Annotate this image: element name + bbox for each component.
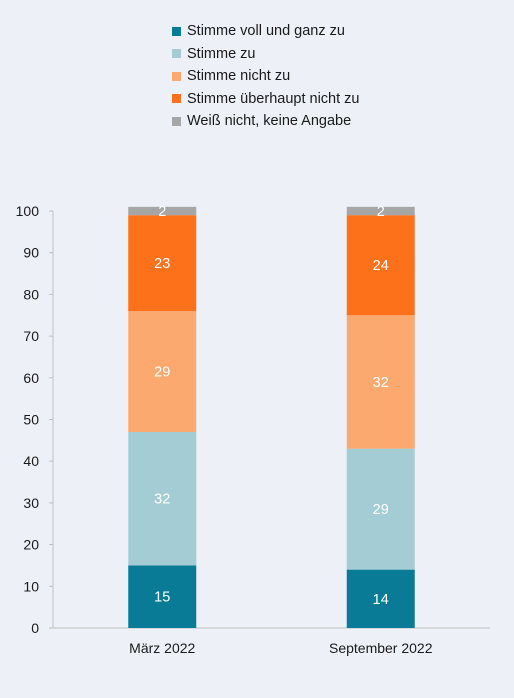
bar-value-label: 32 <box>373 375 389 391</box>
legend: Stimme voll und ganz zu Stimme zu Stimme… <box>172 20 359 133</box>
legend-swatch <box>172 26 181 36</box>
y-tick-label: 20 <box>23 537 39 553</box>
legend-swatch <box>172 71 181 81</box>
bar-value-label: 29 <box>154 365 170 381</box>
y-tick-label: 30 <box>23 495 39 511</box>
y-tick-label: 70 <box>23 328 39 344</box>
bar-value-label: 29 <box>373 502 389 518</box>
x-tick-label: März 2022 <box>129 640 195 656</box>
bar-value-label: 2 <box>377 204 385 220</box>
y-tick-label: 90 <box>23 245 39 261</box>
bar-segment <box>128 215 197 312</box>
bar-segment <box>346 215 415 316</box>
y-tick-label: 100 <box>16 203 40 219</box>
bar-value-label: 14 <box>373 592 389 608</box>
bar-value-label: 15 <box>154 590 170 606</box>
y-tick-label: 60 <box>23 370 39 386</box>
y-tick-label: 10 <box>23 578 39 594</box>
bar-value-label: 23 <box>154 256 170 272</box>
bar-segment <box>128 311 197 433</box>
y-tick-label: 80 <box>23 286 39 302</box>
legend-swatch <box>172 94 181 104</box>
x-tick-label: September 2022 <box>329 640 433 656</box>
bar-segment <box>346 315 415 449</box>
legend-swatch <box>172 49 181 59</box>
y-tick-label: 50 <box>23 412 39 428</box>
y-tick-label: 40 <box>23 453 39 469</box>
legend-item-stimme-voll-und-ganz-zu: Stimme voll und ganz zu <box>172 20 359 43</box>
bar-segment <box>346 569 415 628</box>
bar-segment <box>346 448 415 570</box>
bar-value-label: 32 <box>154 492 170 508</box>
legend-label: Stimme überhaupt nicht zu <box>187 90 360 107</box>
y-tick-label: 0 <box>31 620 39 636</box>
bar-segment <box>128 206 197 216</box>
legend-item-stimme-zu: Stimme zu <box>172 43 359 66</box>
bar-segment <box>128 432 197 566</box>
bar-value-label: 24 <box>373 258 389 274</box>
legend-item-weiss-nicht: Weiß nicht, keine Angabe <box>172 110 359 133</box>
legend-label: Stimme zu <box>187 45 256 62</box>
legend-label: Stimme nicht zu <box>187 68 291 85</box>
bar-segment <box>346 206 415 216</box>
legend-label: Weiß nicht, keine Angabe <box>187 113 352 130</box>
legend-swatch <box>172 116 181 126</box>
legend-item-stimme-nicht-zu: Stimme nicht zu <box>172 65 359 88</box>
bar-value-label: 2 <box>158 204 166 220</box>
bar-segment <box>128 565 197 628</box>
legend-label: Stimme voll und ganz zu <box>187 23 345 40</box>
legend-item-stimme-ueberhaupt-nicht-zu: Stimme überhaupt nicht zu <box>172 88 359 111</box>
